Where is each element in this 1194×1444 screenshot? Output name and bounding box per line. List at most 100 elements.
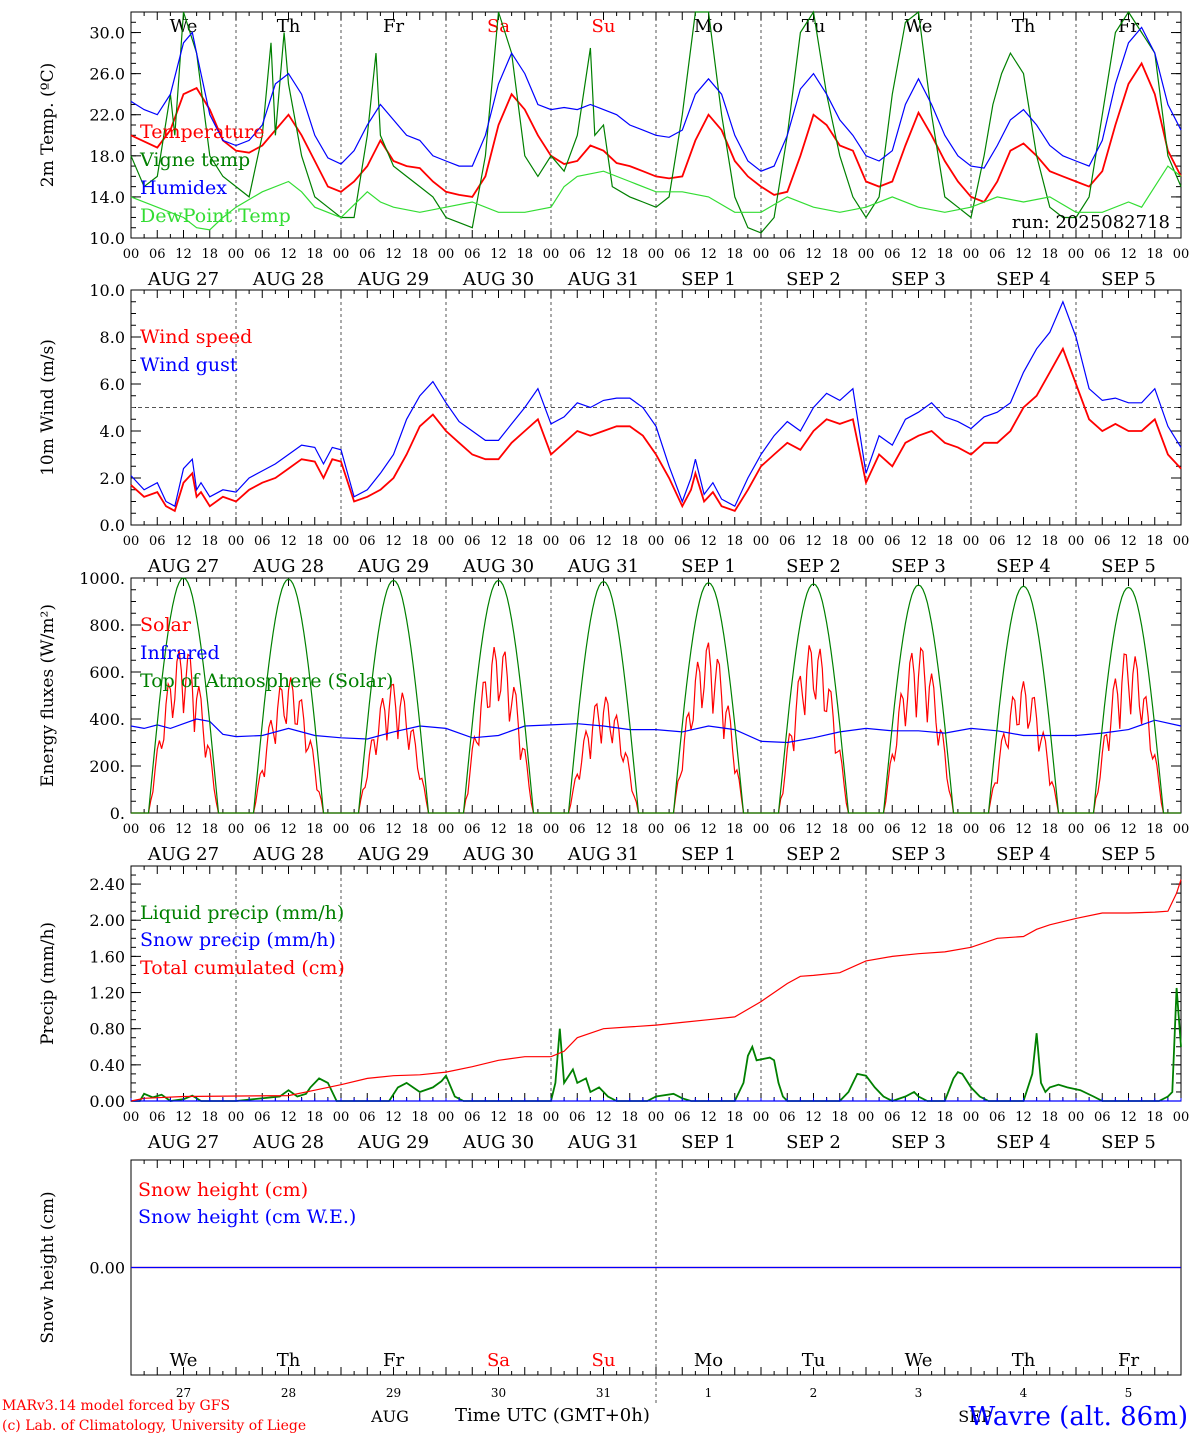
day-number: 29 xyxy=(386,1386,401,1400)
hour-tick-label: 06 xyxy=(464,534,481,549)
hour-tick-label: 00 xyxy=(1173,247,1190,262)
y-tick-label: 400. xyxy=(89,710,125,729)
hour-tick-label: 12 xyxy=(490,822,507,837)
day-number: 4 xyxy=(1020,1386,1028,1400)
date-label: SEP 3 xyxy=(891,844,946,865)
date-label: AUG 31 xyxy=(567,269,639,290)
date-label: SEP 1 xyxy=(681,844,736,865)
legend-entry: Humidex xyxy=(140,177,227,199)
y-tick-label: 2.00 xyxy=(89,911,125,930)
date-label: AUG 29 xyxy=(357,556,429,577)
weekday-label: Su xyxy=(592,16,616,37)
hour-tick-label: 18 xyxy=(201,1110,218,1125)
hour-tick-label: 06 xyxy=(254,1110,271,1125)
hour-tick-label: 00 xyxy=(648,247,665,262)
hour-tick-label: 06 xyxy=(464,1110,481,1125)
hour-tick-label: 00 xyxy=(333,1110,350,1125)
hour-tick-label: 06 xyxy=(359,822,376,837)
hour-tick-label: 00 xyxy=(1068,534,1085,549)
date-label: SEP 4 xyxy=(996,1132,1051,1153)
hour-tick-label: 06 xyxy=(1094,247,1111,262)
y-tick-label: 0.40 xyxy=(89,1056,125,1075)
hour-tick-label: 06 xyxy=(884,1110,901,1125)
hour-tick-label: 18 xyxy=(621,1110,638,1125)
hour-tick-label: 00 xyxy=(438,822,455,837)
date-label: AUG 30 xyxy=(462,1132,534,1153)
date-label: AUG 28 xyxy=(252,556,324,577)
date-label: AUG 27 xyxy=(147,1132,219,1153)
hour-tick-label: 06 xyxy=(989,534,1006,549)
y-axis-label: Energy fluxes (W/m²) xyxy=(38,604,58,787)
date-label: SEP 3 xyxy=(891,556,946,577)
model-credit: MARv3.14 model forced by GFS xyxy=(2,1398,231,1414)
series-line-wind-speed xyxy=(130,346,1182,513)
hour-tick-label: 06 xyxy=(359,247,376,262)
date-label: AUG 29 xyxy=(357,1132,429,1153)
hour-tick-label: 00 xyxy=(123,822,140,837)
hour-tick-label: 00 xyxy=(1173,534,1190,549)
hour-tick-label: 06 xyxy=(779,1110,796,1125)
hour-tick-label: 12 xyxy=(910,822,927,837)
y-axis-label: Precip (mm/h) xyxy=(38,922,58,1045)
weekday-label: Su xyxy=(592,1350,616,1371)
hour-tick-label: 12 xyxy=(700,247,717,262)
y-tick-label: 22.0 xyxy=(89,106,125,125)
hour-tick-label: 06 xyxy=(884,822,901,837)
y-tick-label: 0.00 xyxy=(89,1259,125,1278)
weekday-label: Mo xyxy=(694,1350,723,1371)
hour-tick-label: 06 xyxy=(149,822,166,837)
hour-tick-label: 00 xyxy=(963,822,980,837)
y-tick-label: 8.0 xyxy=(100,328,125,347)
date-label: SEP 3 xyxy=(891,1132,946,1153)
hour-tick-label: 06 xyxy=(359,534,376,549)
hour-tick-label: 06 xyxy=(884,247,901,262)
weekday-label: Th xyxy=(1012,1350,1036,1371)
hour-tick-label: 18 xyxy=(516,1110,533,1125)
hour-tick-label: 12 xyxy=(595,534,612,549)
y-tick-label: 0. xyxy=(110,804,125,823)
hour-tick-label: 00 xyxy=(333,822,350,837)
legend-entry: Solar xyxy=(140,614,192,636)
hour-tick-label: 00 xyxy=(858,247,875,262)
hour-tick-label: 12 xyxy=(280,534,297,549)
hour-tick-label: 18 xyxy=(936,822,953,837)
date-label: AUG 30 xyxy=(462,269,534,290)
hour-tick-label: 18 xyxy=(411,1110,428,1125)
day-number: 2 xyxy=(810,1386,818,1400)
weekday-label: We xyxy=(170,1350,198,1371)
day-number: 3 xyxy=(915,1386,923,1400)
station-name: Wavre (alt. 86m) xyxy=(968,1402,1188,1432)
hour-tick-label: 12 xyxy=(280,822,297,837)
hour-tick-label: 00 xyxy=(1068,247,1085,262)
hour-tick-label: 06 xyxy=(149,247,166,262)
hour-tick-label: 18 xyxy=(1041,822,1058,837)
hour-tick-label: 12 xyxy=(280,1110,297,1125)
legend-entry: Infrared xyxy=(140,642,220,664)
date-label: AUG 29 xyxy=(357,844,429,865)
date-label: AUG 28 xyxy=(252,844,324,865)
hour-tick-label: 18 xyxy=(831,247,848,262)
date-label: AUG 28 xyxy=(252,269,324,290)
hour-tick-label: 06 xyxy=(254,247,271,262)
hour-tick-label: 12 xyxy=(910,534,927,549)
hour-tick-label: 18 xyxy=(516,534,533,549)
hour-tick-label: 12 xyxy=(385,1110,402,1125)
hour-tick-label: 00 xyxy=(228,822,245,837)
hour-tick-label: 12 xyxy=(385,822,402,837)
hour-tick-label: 18 xyxy=(1041,247,1058,262)
hour-tick-label: 18 xyxy=(621,822,638,837)
y-tick-label: 10.0 xyxy=(89,229,125,248)
hour-tick-label: 12 xyxy=(175,822,192,837)
series-line-humidex xyxy=(130,26,1182,172)
hour-tick-label: 06 xyxy=(779,534,796,549)
hour-tick-label: 18 xyxy=(201,247,218,262)
hour-tick-label: 12 xyxy=(490,247,507,262)
hour-tick-label: 12 xyxy=(175,534,192,549)
y-tick-label: 6.0 xyxy=(100,375,125,394)
hour-tick-label: 18 xyxy=(726,822,743,837)
y-tick-label: 200. xyxy=(89,757,125,776)
hour-tick-label: 00 xyxy=(543,247,560,262)
hour-tick-label: 18 xyxy=(936,1110,953,1125)
hour-tick-label: 18 xyxy=(306,1110,323,1125)
